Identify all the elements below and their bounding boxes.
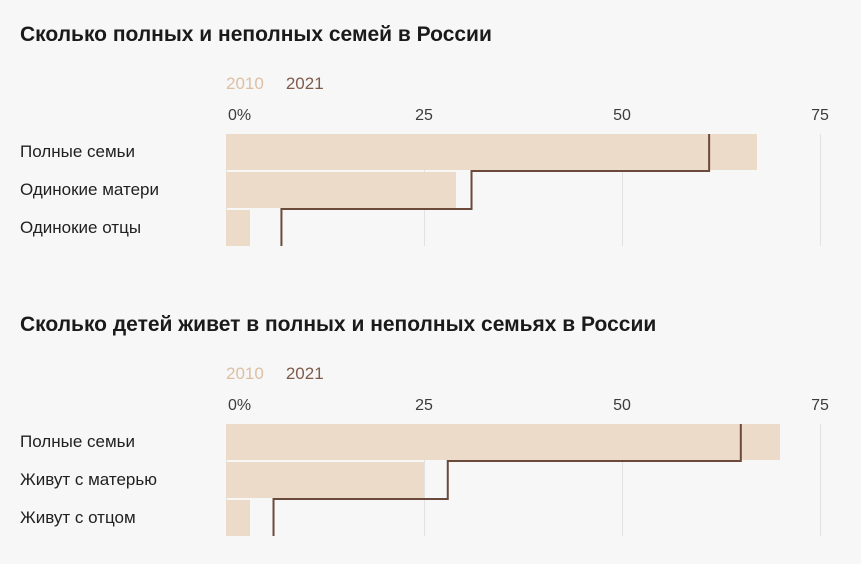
category-label: Полные семьи: [20, 432, 135, 451]
category-labels: Полные семьи Живут с матерью Живут с отцом: [20, 424, 220, 536]
x-tick-label: 50: [613, 397, 631, 414]
legend-item-2021: 2021: [285, 74, 324, 93]
x-tick-label: 75: [811, 397, 829, 414]
bar-2010-row-1: [226, 424, 781, 460]
chart-legend: 2010 2021: [226, 74, 324, 94]
category-label: Живут с отцом: [20, 508, 136, 527]
x-tick-label: 75: [811, 107, 829, 124]
plot-area: [226, 424, 830, 536]
x-axis: 0% 25 50 75: [226, 396, 830, 416]
chart-legend: 2010 2021: [226, 364, 324, 384]
gridline: [820, 424, 821, 536]
x-tick-label: 25: [415, 397, 433, 414]
category-label: Полные семьи: [20, 142, 135, 161]
category-label: Одинокие отцы: [20, 218, 142, 237]
step-line-2021: [272, 424, 742, 536]
plot-area: [226, 134, 830, 246]
gridline: [424, 424, 425, 536]
category-labels: Полные семьи Одинокие матери Одинокие отцы: [20, 134, 220, 246]
x-tick-label: 50: [613, 107, 631, 124]
chart-families: Сколько полных и неполных семей в России…: [0, 22, 861, 272]
chart-children: Сколько детей живет в полных и неполных …: [0, 312, 861, 562]
legend-item-2021: 2021: [285, 364, 324, 383]
x-tick-label: 25: [415, 107, 433, 124]
gridline: [622, 424, 623, 536]
bar-2010-row-3: [226, 500, 250, 536]
bar-2010-row-1: [226, 134, 757, 170]
legend-item-2010: 2010: [226, 74, 264, 93]
x-tick-label: 0%: [228, 397, 252, 414]
gridline: [820, 134, 821, 246]
bar-2010-row-2: [226, 172, 456, 208]
x-tick-label: 0%: [228, 107, 252, 124]
gridline: [622, 134, 623, 246]
category-label: Одинокие матери: [20, 180, 159, 199]
chart-title: Сколько полных и неполных семей в России: [20, 23, 492, 46]
step-line-2021: [280, 134, 711, 246]
bar-2010-row-2: [226, 462, 424, 498]
legend-item-2010: 2010: [226, 364, 264, 383]
category-label: Живут с матерью: [20, 470, 157, 489]
chart-title: Сколько детей живет в полных и неполных …: [20, 313, 657, 336]
x-axis: 0% 25 50 75: [226, 106, 830, 126]
bar-2010-row-3: [226, 210, 250, 246]
